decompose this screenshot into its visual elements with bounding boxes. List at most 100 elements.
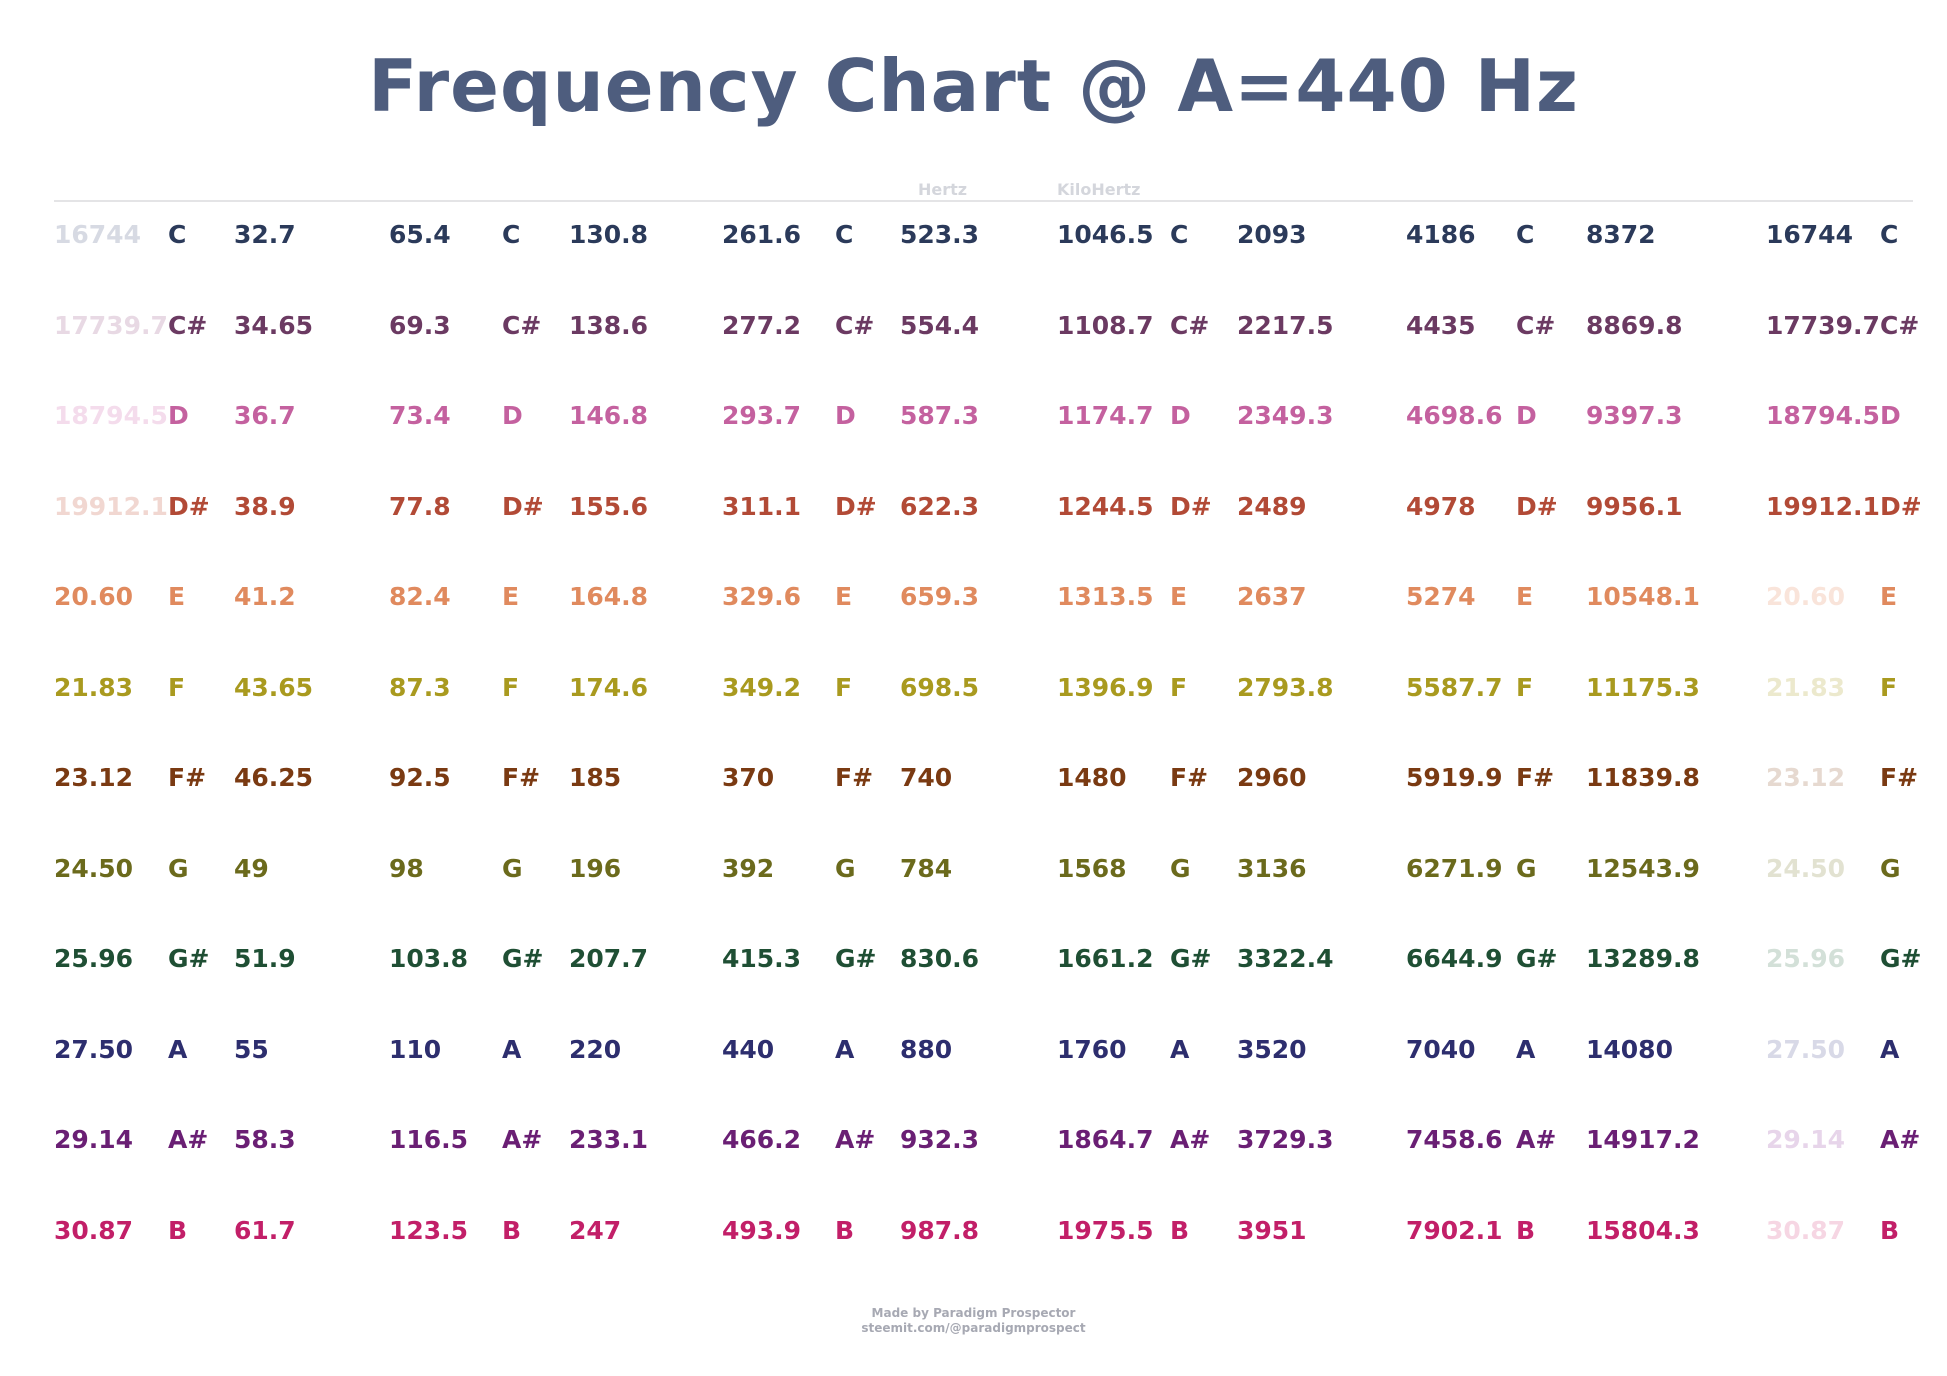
frequency-value: 207.7 xyxy=(569,944,649,973)
frequency-value: 4435 xyxy=(1406,311,1476,340)
frequency-value: 30.87 xyxy=(1766,1216,1846,1245)
frequency-value: 55 xyxy=(234,1035,269,1064)
frequency-value: 21.83 xyxy=(54,673,134,702)
note-name: C# xyxy=(168,311,208,340)
frequency-value: 554.4 xyxy=(900,311,980,340)
frequency-value: 73.4 xyxy=(389,401,451,430)
frequency-value: 69.3 xyxy=(389,311,451,340)
frequency-value: 2960 xyxy=(1237,763,1307,792)
frequency-value: 21.83 xyxy=(1766,673,1846,702)
frequency-value: 1108.7 xyxy=(1057,311,1154,340)
footer-credit: Made by Paradigm Prospector xyxy=(871,1306,1076,1320)
frequency-value: 16744 xyxy=(54,220,141,249)
frequency-value: 1568 xyxy=(1057,854,1127,883)
note-name: C# xyxy=(835,311,875,340)
frequency-value: 11839.8 xyxy=(1586,763,1700,792)
note-name: E xyxy=(502,582,520,611)
note-name: G xyxy=(1516,854,1537,883)
frequency-value: 23.12 xyxy=(54,763,134,792)
note-name: C xyxy=(1516,220,1535,249)
frequency-value: 3322.4 xyxy=(1237,944,1334,973)
note-name: G# xyxy=(1170,944,1212,973)
note-name: D# xyxy=(502,492,544,521)
note-name: G# xyxy=(502,944,544,973)
note-name: G# xyxy=(168,944,210,973)
frequency-value: 2489 xyxy=(1237,492,1307,521)
frequency-value: 370 xyxy=(722,763,775,792)
frequency-value: 77.8 xyxy=(389,492,451,521)
frequency-value: 932.3 xyxy=(900,1125,980,1154)
frequency-value: 2349.3 xyxy=(1237,401,1334,430)
frequency-value: 9397.3 xyxy=(1586,401,1683,430)
frequency-value: 41.2 xyxy=(234,582,296,611)
note-name: F xyxy=(1170,673,1188,702)
note-name: A xyxy=(1170,1035,1190,1064)
frequency-value: 18794.5 xyxy=(1766,401,1880,430)
note-name: G xyxy=(835,854,856,883)
frequency-value: 13289.8 xyxy=(1586,944,1700,973)
frequency-value: 7902.1 xyxy=(1406,1216,1503,1245)
footer-link[interactable]: steemit.com/@paradigmprospect xyxy=(861,1321,1086,1335)
frequency-value: 155.6 xyxy=(569,492,649,521)
frequency-value: 11175.3 xyxy=(1586,673,1700,702)
note-name: D xyxy=(1170,401,1191,430)
frequency-value: 27.50 xyxy=(54,1035,134,1064)
note-name: C# xyxy=(1880,311,1920,340)
frequency-value: 698.5 xyxy=(900,673,980,702)
note-name: D# xyxy=(168,492,210,521)
note-name: B xyxy=(1516,1216,1536,1245)
frequency-value: 34.65 xyxy=(234,311,314,340)
frequency-value: 587.3 xyxy=(900,401,980,430)
frequency-value: 24.50 xyxy=(1766,854,1846,883)
frequency-value: 196 xyxy=(569,854,622,883)
note-name: F xyxy=(835,673,853,702)
frequency-value: 138.6 xyxy=(569,311,649,340)
frequency-value: 36.7 xyxy=(234,401,296,430)
frequency-value: 880 xyxy=(900,1035,953,1064)
note-name: F xyxy=(168,673,186,702)
frequency-value: 110 xyxy=(389,1035,442,1064)
note-name: A# xyxy=(1880,1125,1921,1154)
frequency-value: 58.3 xyxy=(234,1125,296,1154)
frequency-value: 185 xyxy=(569,763,622,792)
note-name: B xyxy=(1170,1216,1190,1245)
frequency-value: 30.87 xyxy=(54,1216,134,1245)
note-name: G xyxy=(1170,854,1191,883)
frequency-value: 16744 xyxy=(1766,220,1853,249)
note-name: F# xyxy=(1170,763,1209,792)
note-name: D# xyxy=(1170,492,1212,521)
frequency-value: 123.5 xyxy=(389,1216,469,1245)
frequency-value: 92.5 xyxy=(389,763,451,792)
note-name: C# xyxy=(1516,311,1556,340)
frequency-value: 87.3 xyxy=(389,673,451,702)
frequency-value: 2637 xyxy=(1237,582,1307,611)
frequency-value: 493.9 xyxy=(722,1216,802,1245)
note-name: C# xyxy=(1170,311,1210,340)
frequency-value: 25.96 xyxy=(1766,944,1846,973)
frequency-value: 19912.1 xyxy=(1766,492,1880,521)
frequency-value: 830.6 xyxy=(900,944,980,973)
frequency-value: 46.25 xyxy=(234,763,314,792)
frequency-value: 82.4 xyxy=(389,582,451,611)
note-name: C xyxy=(835,220,854,249)
note-name: G xyxy=(1880,854,1901,883)
note-name: D xyxy=(1516,401,1537,430)
frequency-value: 19912.1 xyxy=(54,492,168,521)
frequency-value: 103.8 xyxy=(389,944,469,973)
frequency-value: 38.9 xyxy=(234,492,296,521)
frequency-value: 523.3 xyxy=(900,220,980,249)
note-name: C xyxy=(1880,220,1899,249)
frequency-value: 659.3 xyxy=(900,582,980,611)
frequency-value: 18794.5 xyxy=(54,401,168,430)
frequency-value: 261.6 xyxy=(722,220,802,249)
frequency-value: 61.7 xyxy=(234,1216,296,1245)
frequency-value: 1244.5 xyxy=(1057,492,1154,521)
hertz-label: Hertz xyxy=(918,180,968,199)
frequency-value: 1975.5 xyxy=(1057,1216,1154,1245)
note-name: A# xyxy=(835,1125,876,1154)
frequency-value: 3136 xyxy=(1237,854,1307,883)
frequency-value: 1174.7 xyxy=(1057,401,1154,430)
note-name: D# xyxy=(1880,492,1922,521)
frequency-value: 32.7 xyxy=(234,220,296,249)
